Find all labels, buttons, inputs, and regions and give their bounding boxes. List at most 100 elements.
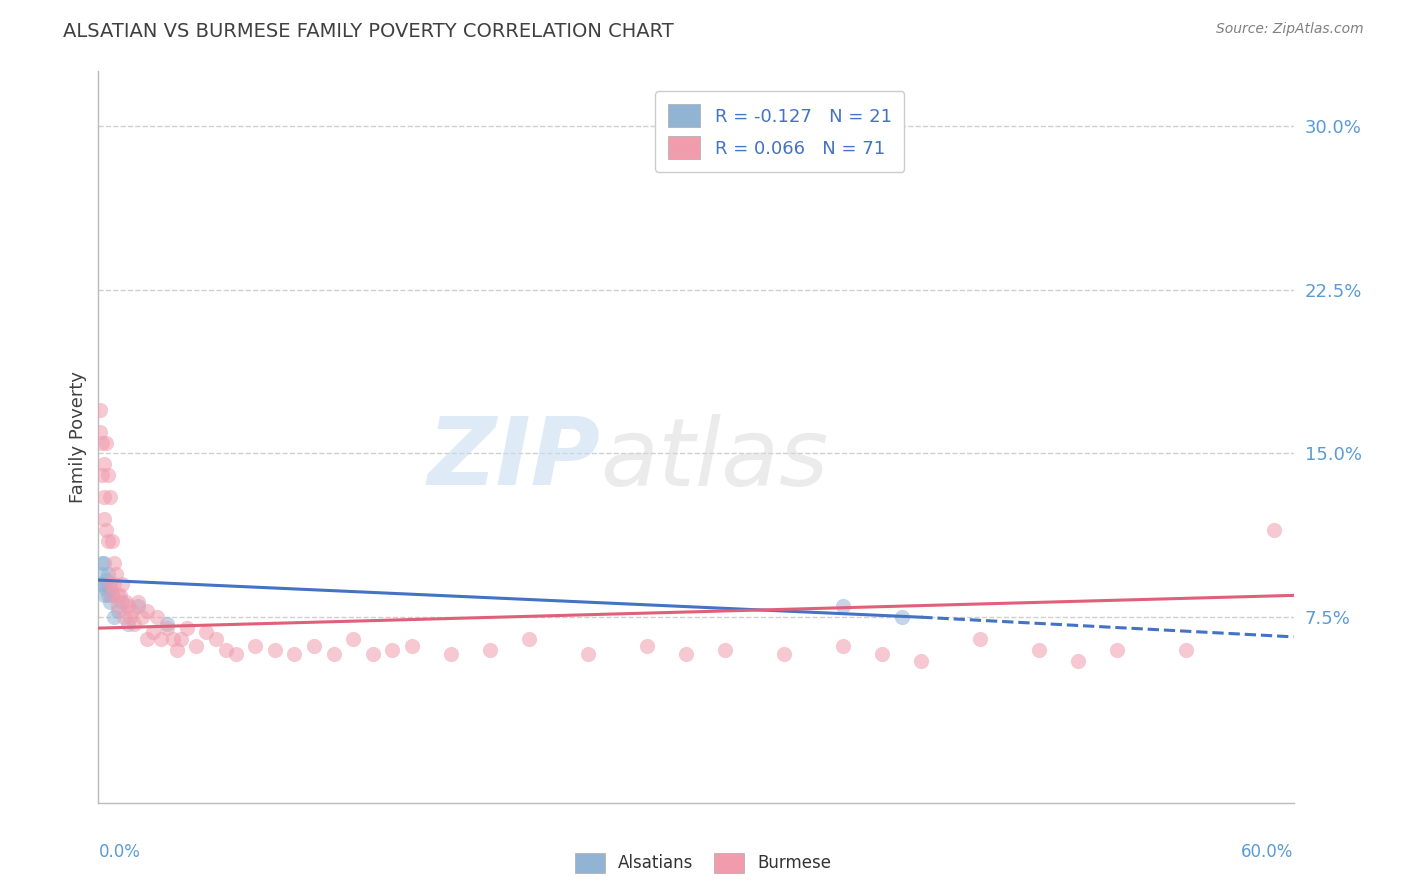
- Point: [127, 599, 149, 614]
- Point: [107, 604, 129, 618]
- Point: [322, 648, 344, 662]
- Point: [115, 595, 138, 609]
- Point: [107, 599, 129, 614]
- Point: [93, 577, 115, 591]
- Point: [440, 648, 463, 662]
- Point: [91, 468, 114, 483]
- Point: [576, 648, 599, 662]
- Text: 0.0%: 0.0%: [98, 843, 141, 861]
- Point: [1263, 523, 1285, 537]
- Point: [91, 435, 114, 450]
- Point: [225, 648, 247, 662]
- Point: [243, 639, 266, 653]
- Point: [103, 556, 125, 570]
- Point: [108, 588, 131, 602]
- Point: [101, 533, 124, 548]
- Point: [146, 610, 169, 624]
- Point: [1067, 654, 1090, 668]
- Legend: R = -0.127   N = 21, R = 0.066   N = 71: R = -0.127 N = 21, R = 0.066 N = 71: [655, 91, 904, 172]
- Point: [870, 648, 893, 662]
- Point: [93, 490, 115, 504]
- Point: [675, 648, 697, 662]
- Point: [156, 621, 179, 635]
- Point: [105, 566, 128, 581]
- Point: [176, 621, 198, 635]
- Point: [283, 648, 305, 662]
- Point: [93, 556, 115, 570]
- Point: [96, 435, 118, 450]
- Point: [1028, 643, 1050, 657]
- Point: [91, 566, 114, 581]
- Point: [98, 577, 121, 591]
- Point: [890, 610, 912, 624]
- Point: [91, 556, 114, 570]
- Point: [162, 632, 184, 646]
- Point: [101, 588, 124, 602]
- Point: [150, 632, 173, 646]
- Point: [832, 599, 855, 614]
- Point: [98, 595, 121, 609]
- Point: [93, 458, 115, 472]
- Point: [381, 643, 404, 657]
- Text: 60.0%: 60.0%: [1241, 843, 1294, 861]
- Point: [205, 632, 228, 646]
- Point: [170, 632, 193, 646]
- Point: [93, 512, 115, 526]
- Legend: Alsatians, Burmese: Alsatians, Burmese: [568, 847, 838, 880]
- Point: [97, 588, 120, 602]
- Point: [117, 599, 139, 614]
- Point: [89, 402, 111, 417]
- Point: [96, 573, 118, 587]
- Point: [136, 632, 159, 646]
- Point: [156, 616, 179, 631]
- Point: [121, 604, 143, 618]
- Point: [142, 625, 165, 640]
- Point: [479, 643, 502, 657]
- Point: [136, 604, 159, 618]
- Point: [131, 610, 153, 624]
- Point: [89, 577, 111, 591]
- Point: [122, 616, 145, 631]
- Point: [342, 632, 364, 646]
- Text: Source: ZipAtlas.com: Source: ZipAtlas.com: [1216, 22, 1364, 37]
- Point: [519, 632, 541, 646]
- Point: [111, 577, 134, 591]
- Point: [714, 643, 737, 657]
- Point: [361, 648, 384, 662]
- Point: [107, 588, 129, 602]
- Point: [93, 588, 115, 602]
- Point: [636, 639, 658, 653]
- Text: ZIP: ZIP: [427, 413, 600, 505]
- Y-axis label: Family Poverty: Family Poverty: [69, 371, 87, 503]
- Point: [186, 639, 208, 653]
- Point: [97, 468, 120, 483]
- Point: [98, 490, 121, 504]
- Point: [302, 639, 325, 653]
- Point: [832, 639, 855, 653]
- Point: [910, 654, 932, 668]
- Text: atlas: atlas: [600, 414, 828, 505]
- Point: [263, 643, 285, 657]
- Point: [401, 639, 423, 653]
- Point: [96, 582, 118, 596]
- Point: [969, 632, 991, 646]
- Point: [103, 610, 125, 624]
- Point: [127, 595, 149, 609]
- Point: [98, 582, 121, 596]
- Point: [89, 425, 111, 439]
- Point: [1107, 643, 1129, 657]
- Point: [97, 533, 120, 548]
- Text: ALSATIAN VS BURMESE FAMILY POVERTY CORRELATION CHART: ALSATIAN VS BURMESE FAMILY POVERTY CORRE…: [63, 22, 673, 41]
- Point: [215, 643, 238, 657]
- Point: [195, 625, 218, 640]
- Point: [101, 588, 124, 602]
- Point: [118, 610, 141, 624]
- Point: [112, 610, 135, 624]
- Point: [773, 648, 796, 662]
- Point: [103, 577, 125, 591]
- Point: [166, 643, 188, 657]
- Point: [97, 566, 120, 581]
- Point: [117, 616, 139, 631]
- Point: [111, 595, 134, 609]
- Point: [1174, 643, 1197, 657]
